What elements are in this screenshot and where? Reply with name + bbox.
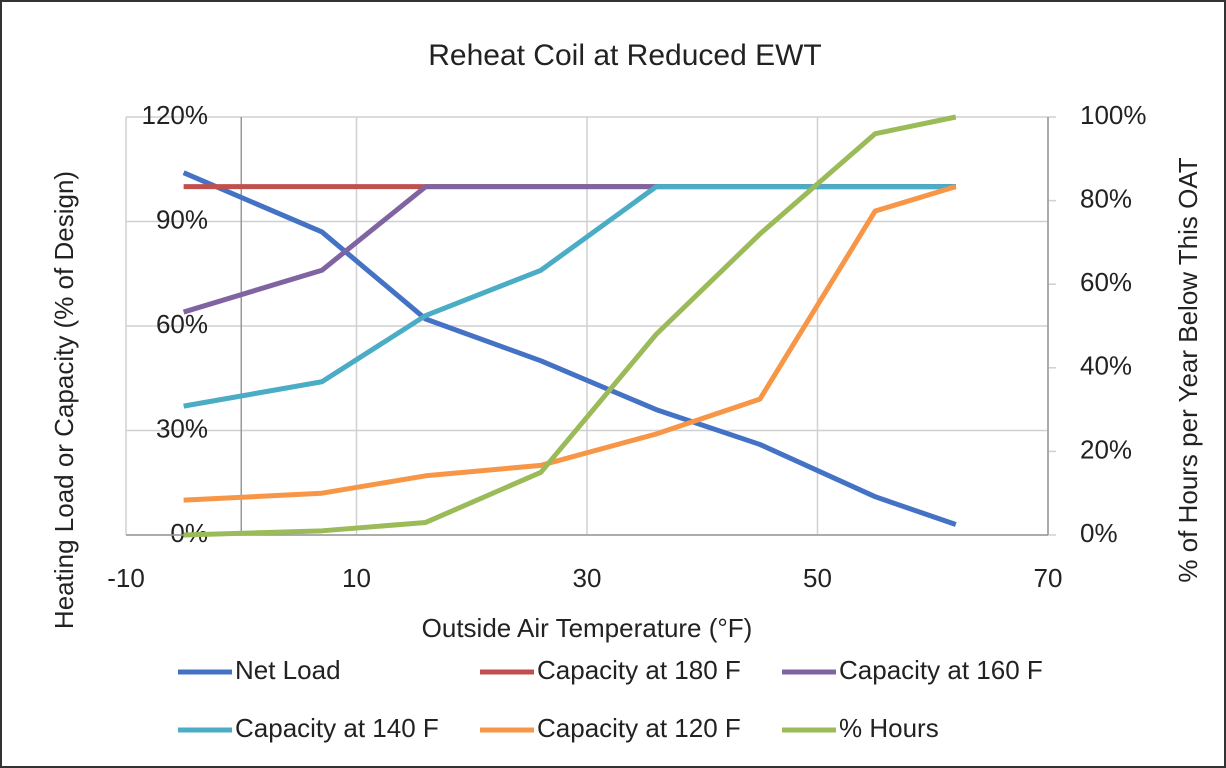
x-axis-label: Outside Air Temperature (°F) (422, 613, 753, 643)
y-tick-label: 90% (156, 204, 208, 234)
series-line (183, 184, 956, 409)
legend-label: % Hours (839, 713, 939, 743)
legend-label: Capacity at 120 F (537, 713, 741, 743)
y2-tick-label: 40% (1080, 351, 1132, 381)
x-tick-label: 10 (342, 563, 371, 593)
y2-tick-label: 80% (1080, 183, 1132, 213)
chart-title: Reheat Coil at Reduced EWT (428, 39, 822, 72)
x-tick-label: 30 (573, 563, 602, 593)
x-tick-label: 70 (1034, 563, 1063, 593)
series-line (183, 114, 957, 538)
legend-label: Net Load (235, 655, 341, 685)
y2-tick-label: 100% (1080, 100, 1147, 130)
x-tick-label: 50 (803, 563, 832, 593)
y2-tick-label: 20% (1080, 434, 1132, 464)
y-tick-label: 60% (156, 309, 208, 339)
y2-tick-label: 60% (1080, 267, 1132, 297)
legend-label: Capacity at 180 F (537, 655, 741, 685)
legend-label: Capacity at 140 F (235, 713, 439, 743)
legend-label: Capacity at 160 F (839, 655, 1043, 685)
series-line (182, 170, 957, 527)
y-tick-label: 30% (156, 413, 208, 443)
x-tick-label: -10 (107, 563, 145, 593)
y-tick-label: 120% (142, 100, 209, 130)
y-axis-label: Heating Load or Capacity (% of Design) (49, 171, 79, 629)
y2-axis-label: % of Hours per Year Below This OAT (1173, 157, 1203, 582)
series-line (183, 184, 957, 503)
y2-tick-label: 0% (1080, 518, 1118, 548)
